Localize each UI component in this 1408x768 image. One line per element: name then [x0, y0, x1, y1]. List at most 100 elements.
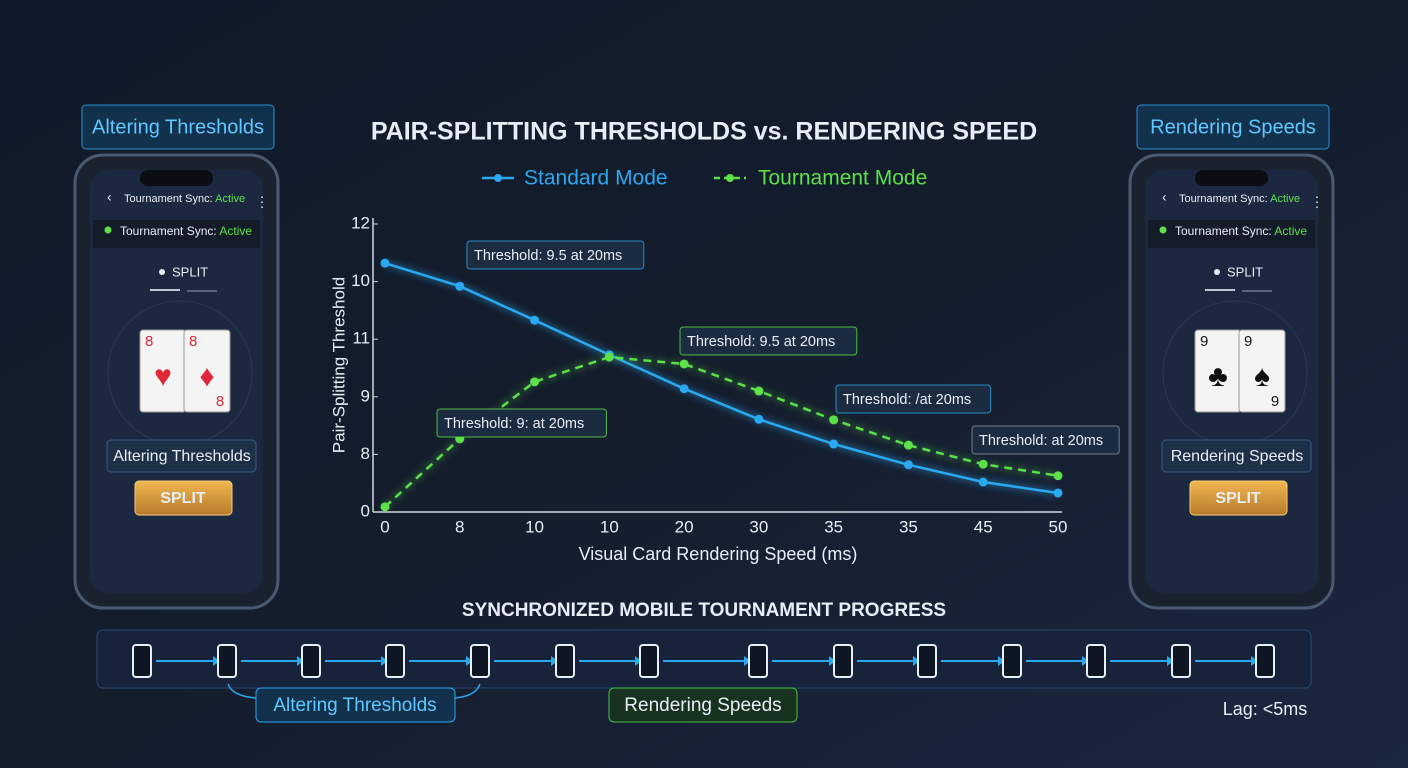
- phone-icon: [132, 644, 152, 678]
- data-point: [978, 477, 988, 487]
- split-button-label: SPLIT: [1215, 490, 1261, 507]
- x-tick-label: 10: [600, 517, 619, 536]
- card-rank: 9: [1244, 333, 1252, 350]
- x-tick-label: 10: [525, 517, 544, 536]
- sync-status: Active: [215, 193, 245, 205]
- card-rank: 9: [1271, 393, 1279, 410]
- phone-icon: [1002, 644, 1022, 678]
- x-axis-title: Visual Card Rendering Speed (ms): [579, 544, 858, 564]
- notch: [1195, 170, 1268, 186]
- data-point: [380, 502, 390, 512]
- series-line: [384, 262, 1059, 495]
- data-point: [530, 377, 540, 387]
- card-suit: ♣: [1208, 360, 1228, 393]
- sync-status: Active: [1274, 224, 1307, 238]
- phone-icon: [1086, 644, 1106, 678]
- data-point: [903, 460, 913, 470]
- data-point: [1053, 471, 1063, 481]
- x-tick-label: 30: [749, 517, 768, 536]
- mode-label: Altering Thresholds: [113, 448, 251, 465]
- x-tick-label: 20: [675, 517, 694, 536]
- data-point: [1053, 488, 1063, 498]
- data-point: [455, 281, 465, 291]
- menu-icon: ⋮: [255, 194, 269, 210]
- sync-status: Active: [1270, 193, 1300, 205]
- card-rank: 8: [189, 333, 197, 350]
- x-tick-label: 45: [974, 517, 993, 536]
- menu-icon: ⋮: [1310, 194, 1324, 210]
- panel-label: Rendering Speeds: [1150, 116, 1316, 138]
- split-button: [1189, 480, 1288, 516]
- annotation-box: [436, 408, 607, 438]
- progress-track: [96, 629, 1312, 689]
- sync-row: [1148, 220, 1315, 248]
- legend-label: Standard Mode: [524, 167, 668, 190]
- data-point: [530, 315, 540, 325]
- card: [183, 329, 231, 413]
- sync-label: Tournament Sync:: [1175, 224, 1272, 238]
- x-tick-label: 35: [899, 517, 918, 536]
- arrow-head: [744, 656, 751, 666]
- x-tick-label: 35: [824, 517, 843, 536]
- progress-label: Altering Thresholds: [273, 695, 436, 716]
- phone-icon: [385, 644, 405, 678]
- arrow-head: [829, 656, 836, 666]
- arrow-head: [913, 656, 920, 666]
- arrow-head: [1167, 656, 1174, 666]
- split-tab: SPLIT: [1227, 264, 1263, 279]
- annotation-box: [971, 425, 1120, 455]
- sync-status-row: Tournament Sync: Active: [120, 224, 252, 238]
- mode-label: Rendering Speeds: [1171, 448, 1304, 465]
- lag-label: Lag: <5ms: [1223, 699, 1308, 719]
- panel-label: Altering Thresholds: [92, 116, 264, 138]
- annotation: Threshold: 9: at 20ms: [444, 416, 584, 432]
- mode-label-box: [1161, 439, 1312, 473]
- y-tick-label: 11: [352, 329, 370, 348]
- phone-icon: [555, 644, 575, 678]
- data-point: [679, 359, 689, 369]
- split-button-label: SPLIT: [160, 490, 206, 507]
- phone-icon: [639, 644, 659, 678]
- annotation: Threshold: at 20ms: [979, 433, 1103, 449]
- arrow-head: [1082, 656, 1089, 666]
- phone-icon: [748, 644, 768, 678]
- tab-dot: [1214, 269, 1220, 275]
- arrow-head: [551, 656, 558, 666]
- arrow-head: [998, 656, 1005, 666]
- arrow-head: [1251, 656, 1258, 666]
- sync-status-row: Tournament Sync: Active: [1175, 224, 1307, 238]
- arrow-head: [466, 656, 473, 666]
- progress-label: Rendering Speeds: [624, 695, 781, 716]
- phone-icon: [1171, 644, 1191, 678]
- data-point: [754, 414, 764, 424]
- card-suit: ♥: [154, 360, 172, 393]
- annotation-box: [835, 384, 992, 414]
- sync-header: Tournament Sync: Active: [1179, 193, 1300, 205]
- annotation-box: [466, 240, 645, 270]
- back-icon: ‹: [107, 189, 112, 205]
- arrow-head: [635, 656, 642, 666]
- sync-label: Tournament Sync:: [120, 224, 217, 238]
- phone-icon: [1255, 644, 1275, 678]
- card-rank: 9: [1200, 333, 1208, 350]
- data-point: [679, 384, 689, 394]
- phone-icon: [217, 644, 237, 678]
- annotation-box: [679, 326, 858, 356]
- data-point: [754, 386, 764, 396]
- x-tick-label: 8: [455, 517, 464, 536]
- phone-icon: [917, 644, 937, 678]
- x-tick-label: 50: [1049, 517, 1068, 536]
- legend-label: Tournament Mode: [758, 167, 927, 190]
- split-button: [134, 480, 233, 516]
- data-point: [978, 459, 988, 469]
- sync-header: Tournament Sync: Active: [124, 193, 245, 205]
- y-tick-label: 8: [361, 444, 370, 463]
- status-dot: [1159, 226, 1167, 234]
- tab-dot: [159, 269, 165, 275]
- y-axis-title: Pair-Splitting Threshold: [329, 277, 348, 453]
- card-rank: 8: [145, 333, 153, 350]
- x-tick-label: 0: [380, 517, 389, 536]
- sync-label: Tournament Sync:: [1179, 193, 1268, 205]
- card-rank: 8: [216, 393, 224, 410]
